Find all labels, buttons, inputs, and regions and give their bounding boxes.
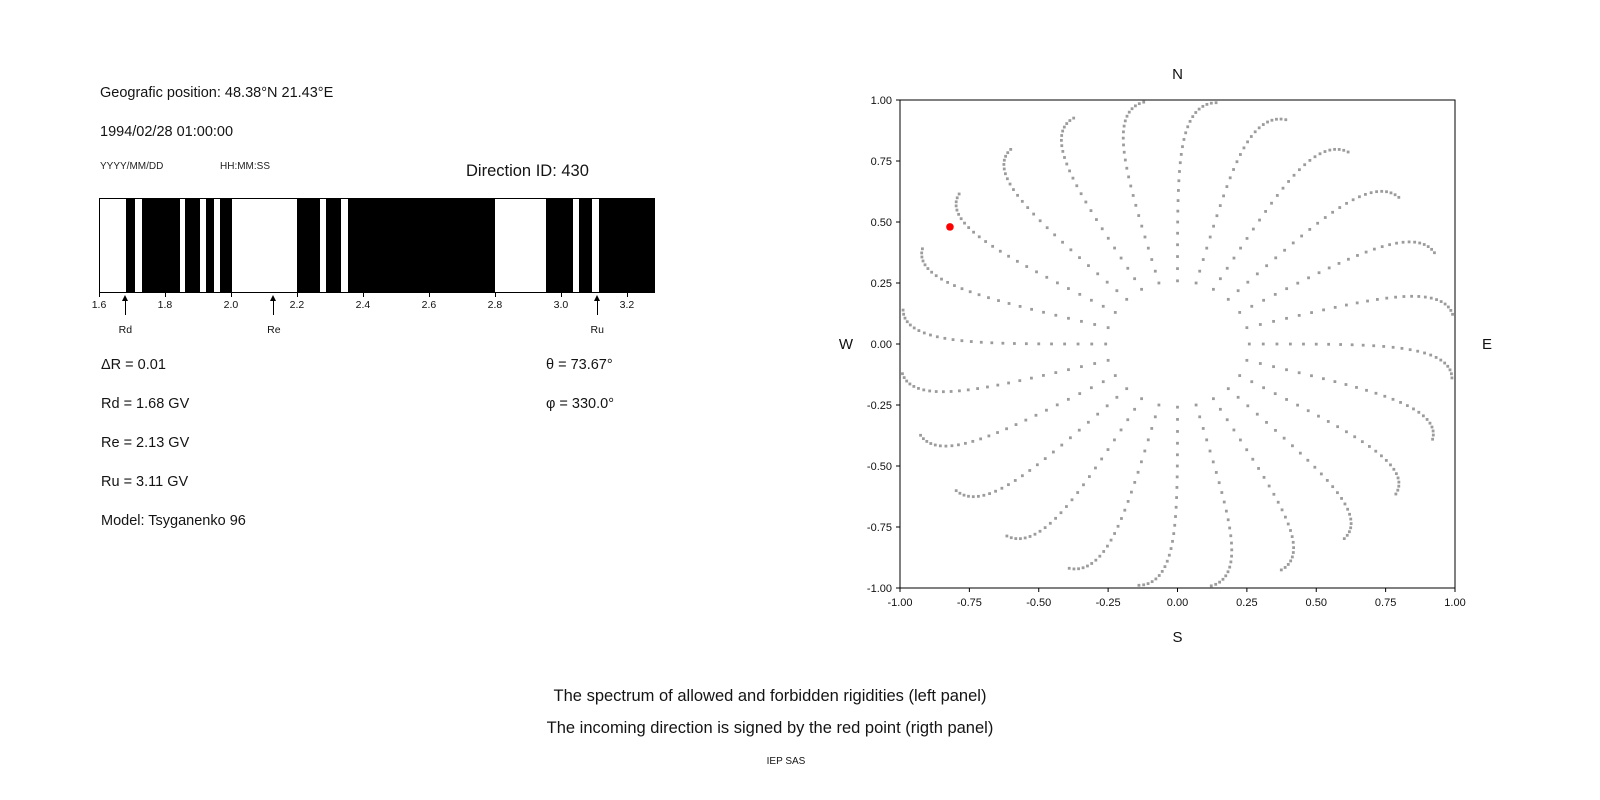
x-tick-label: 2.8 bbox=[487, 299, 503, 311]
x-tick-label: 0.50 bbox=[1306, 597, 1327, 609]
x-tick-label: 2.4 bbox=[355, 299, 371, 311]
allowed-band bbox=[599, 199, 654, 292]
y-tick-label: 0.50 bbox=[871, 217, 892, 229]
model-text: Model: Tsyganenko 96 bbox=[101, 513, 246, 529]
y-tick-label: -0.25 bbox=[867, 400, 892, 412]
arrow-line bbox=[124, 300, 126, 315]
caption-line-1: The spectrum of allowed and forbidden ri… bbox=[553, 687, 987, 705]
caption-line-2: The incoming direction is signed by the … bbox=[546, 719, 994, 737]
y-tick-label: 0.00 bbox=[871, 339, 892, 351]
credit-text: IEP SAS bbox=[766, 756, 806, 767]
x-tick-label: 1.8 bbox=[157, 299, 173, 311]
rigidity-axis: 1.6 1.8 2.0 2.2 2.4 2.6 2.8 3.0 3.2 Rd Re Ru bbox=[92, 293, 655, 353]
y-tick-label: 1.00 bbox=[871, 95, 892, 107]
rigidity-spectrum-chart bbox=[99, 198, 655, 293]
cutoff-marker-label: Rd bbox=[118, 324, 133, 336]
x-tick bbox=[164, 293, 166, 297]
x-tick-label: 1.6 bbox=[91, 299, 107, 311]
x-tick-label: -1.00 bbox=[887, 597, 912, 609]
x-tick-label: -0.25 bbox=[1096, 597, 1121, 609]
tick-marks bbox=[896, 99, 1456, 592]
x-tick-label: 2.0 bbox=[223, 299, 239, 311]
x-tick bbox=[296, 293, 298, 297]
x-tick bbox=[494, 293, 496, 297]
allowed-band bbox=[348, 199, 495, 292]
x-tick-label: 0.00 bbox=[1167, 597, 1188, 609]
x-tick bbox=[560, 293, 562, 297]
x-tick bbox=[230, 293, 232, 297]
x-tick-label: 2.6 bbox=[421, 299, 437, 311]
allowed-band bbox=[219, 199, 233, 292]
delta-r-text: ΔR = 0.01 bbox=[101, 357, 166, 373]
cutoff-marker-label: Ru bbox=[590, 324, 604, 336]
x-tick-label: 2.2 bbox=[289, 299, 305, 311]
x-tick bbox=[99, 293, 100, 297]
x-tick-label: 0.75 bbox=[1375, 597, 1396, 609]
x-tick-label: 3.2 bbox=[619, 299, 635, 311]
allowed-band bbox=[184, 199, 200, 292]
y-tick-label: -0.50 bbox=[867, 461, 892, 473]
direction-plot: -1.00 -0.75 -0.50 -0.25 0.00 0.25 0.50 0.75 1.00… bbox=[839, 66, 1492, 646]
x-tick bbox=[362, 293, 364, 297]
plot-border bbox=[899, 99, 1456, 589]
x-tick-label: -0.75 bbox=[957, 597, 982, 609]
y-tick-label: 0.25 bbox=[871, 278, 892, 290]
x-tick-label: 1.00 bbox=[1444, 597, 1465, 609]
datetime-text: 1994/02/28 01:00:00 bbox=[100, 124, 234, 140]
x-tick-label: 0.25 bbox=[1236, 597, 1257, 609]
y-tick-label: 0.75 bbox=[871, 156, 892, 168]
allowed-band bbox=[125, 199, 135, 292]
allowed-band bbox=[326, 199, 341, 292]
x-tick bbox=[428, 293, 430, 297]
compass-north-label: N bbox=[1172, 66, 1183, 83]
y-tick-label: -1.00 bbox=[867, 583, 892, 595]
date-format-label: YYYY/MM/DD bbox=[100, 161, 164, 172]
arrow-line bbox=[596, 300, 598, 315]
compass-west-label: W bbox=[839, 336, 854, 353]
direction-id-text: Direction ID: 430 bbox=[466, 162, 589, 180]
compass-south-label: S bbox=[1172, 629, 1182, 646]
x-tick-label: -0.50 bbox=[1026, 597, 1051, 609]
ru-text: Ru = 3.11 GV bbox=[101, 474, 189, 490]
arrow-up-icon bbox=[593, 295, 600, 301]
x-tick-label: 3.0 bbox=[553, 299, 569, 311]
compass-east-label: E bbox=[1482, 336, 1492, 353]
direction-dots bbox=[901, 100, 1454, 588]
allowed-band bbox=[205, 199, 215, 292]
theta-text: θ = 73.67° bbox=[546, 357, 613, 373]
arrow-line bbox=[273, 300, 275, 315]
phi-text: φ = 330.0° bbox=[546, 396, 615, 412]
geo-position-text: Geografic position: 48.38°N 21.43°E bbox=[100, 85, 334, 101]
allowed-band bbox=[141, 199, 180, 292]
x-tick bbox=[626, 293, 628, 297]
y-tick-label: -0.75 bbox=[867, 522, 892, 534]
tick-labels: -1.00 -0.75 -0.50 -0.25 0.00 0.25 0.50 0.75 1.00… bbox=[867, 95, 1466, 609]
rd-text: Rd = 1.68 GV bbox=[101, 396, 190, 412]
allowed-band bbox=[579, 199, 593, 292]
arrow-up-icon bbox=[270, 295, 277, 301]
cutoff-marker-label: Re bbox=[267, 324, 281, 336]
time-format-label: HH:MM:SS bbox=[220, 161, 270, 172]
red-incoming-direction-point bbox=[946, 223, 954, 231]
allowed-band bbox=[546, 199, 574, 292]
arrow-up-icon bbox=[121, 295, 128, 301]
allowed-band bbox=[297, 199, 321, 292]
compass-labels: N S W E bbox=[839, 66, 1492, 646]
re-text: Re = 2.13 GV bbox=[101, 435, 190, 451]
